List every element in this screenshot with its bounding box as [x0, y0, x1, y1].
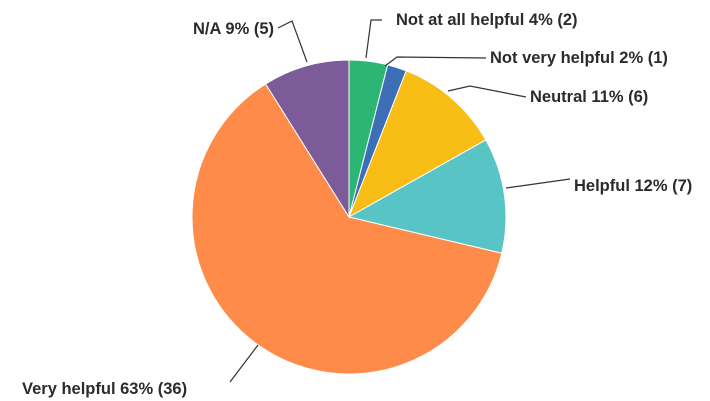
leader-line	[447, 85, 527, 98]
pie-slice-neutral	[348, 70, 487, 219]
leader-lines	[229, 19, 571, 383]
slice-label: N/A 9% (5)	[193, 20, 274, 38]
slice-labels: Not at all helpful 4% (2) Not very helpfu…	[22, 11, 692, 398]
pie-slices	[191, 59, 507, 375]
pie-slice-helpful	[347, 139, 507, 254]
pie-slice-very-helpful	[191, 83, 503, 375]
slice-label: Very helpful 63% (36)	[22, 380, 187, 398]
leader-line	[277, 20, 308, 63]
slice-label: Neutral 11% (6)	[530, 88, 648, 106]
leader-line	[384, 56, 487, 67]
leader-line	[505, 178, 571, 189]
leader-line	[365, 19, 382, 59]
slice-label: Not very helpful 2% (1)	[490, 49, 668, 67]
leader-line	[229, 344, 259, 383]
pie-slice-n-a	[264, 59, 350, 219]
slice-label: Not at all helpful 4% (2)	[396, 11, 578, 29]
slice-label: Helpful 12% (7)	[574, 177, 692, 195]
